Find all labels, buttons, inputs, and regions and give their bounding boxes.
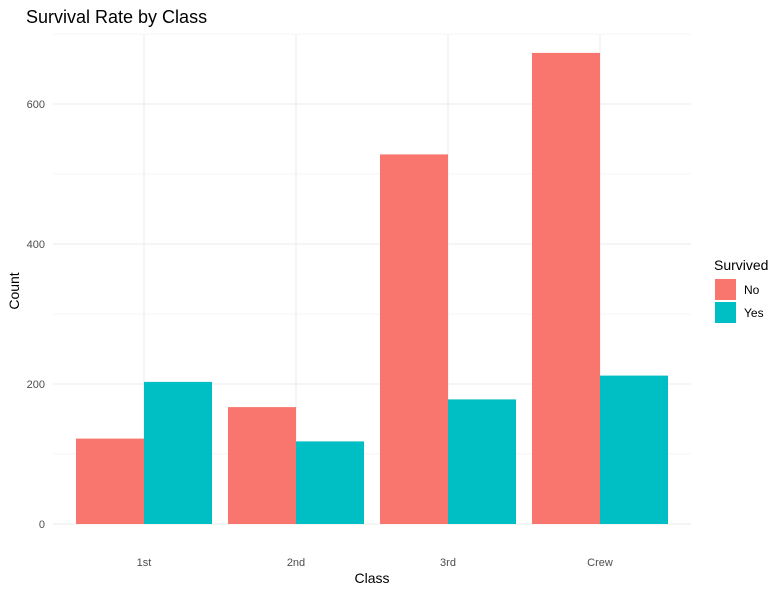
bars: [76, 52, 668, 525]
y-axis-ticks: 0 200 400 600: [27, 99, 45, 531]
bar-crew-yes: [600, 375, 668, 524]
legend-items: No Yes: [715, 279, 764, 323]
legend-key-yes: [715, 302, 736, 323]
y-tick-label: 600: [27, 99, 45, 111]
bar-2nd-yes: [296, 441, 364, 524]
bar-3rd-yes: [448, 399, 516, 524]
y-tick-label: 200: [27, 379, 45, 391]
x-tick-label: 3rd: [440, 557, 456, 569]
bar-2nd-no: [228, 407, 296, 524]
legend-label-yes: Yes: [744, 306, 764, 320]
y-tick-label: 0: [39, 519, 45, 531]
legend-label-no: No: [744, 283, 760, 297]
bar-crew-no: [532, 52, 600, 525]
y-tick-label: 400: [27, 239, 45, 251]
legend-title: Survived: [714, 257, 768, 273]
x-axis-ticks: 1st 2nd 3rd Crew: [137, 557, 613, 569]
x-tick-label: 1st: [137, 557, 152, 569]
bar-1st-no: [76, 438, 144, 524]
bar-1st-yes: [144, 381, 212, 524]
legend-key-no: [715, 279, 736, 300]
x-axis-title: Class: [354, 570, 389, 586]
y-axis-title: Count: [6, 272, 22, 309]
x-tick-label: Crew: [587, 557, 613, 569]
x-tick-label: 2nd: [287, 557, 305, 569]
bar-3rd-no: [380, 154, 448, 524]
chart-title: Survival Rate by Class: [26, 7, 207, 27]
legend: Survived No Yes: [714, 257, 768, 323]
